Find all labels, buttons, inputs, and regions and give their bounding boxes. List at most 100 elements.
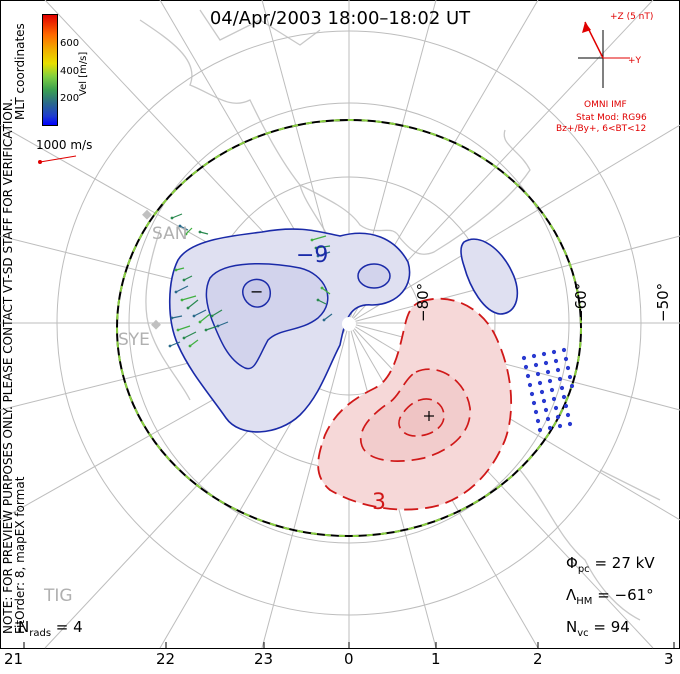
velocity-vector: [521, 355, 527, 361]
velocity-vector: [317, 299, 327, 305]
nrads-value: = 4: [51, 618, 83, 636]
velocity-vector: [567, 421, 573, 427]
velocity-vector: [541, 398, 547, 404]
hour-label-1: 1: [431, 650, 441, 668]
stat-nvc: Nvc = 94: [566, 618, 630, 639]
velocity-vector: [545, 369, 551, 375]
velocity-vector: [533, 409, 539, 415]
velocity-vector: [175, 285, 189, 293]
velocity-vector: [569, 383, 575, 389]
hour-ticks: [23, 642, 675, 648]
velocity-vectors-dawn: [521, 347, 575, 433]
stat-phi-pc: Φpc = 27 kV: [566, 554, 655, 575]
negative-contour-inner: [205, 262, 329, 370]
velocity-vector: [545, 416, 551, 422]
velocity-vector: [541, 351, 547, 357]
velocity-vector: [315, 245, 331, 249]
site-label-tig: TIG: [44, 586, 73, 606]
velocity-vector-origin: [170, 216, 174, 220]
velocity-vector: [543, 407, 549, 413]
lat-label-50: −50°: [654, 282, 672, 322]
velocity-vector: [565, 412, 571, 418]
scale-label: 1000 m/s: [36, 138, 93, 152]
velocity-vector: [527, 382, 533, 388]
velocity-colorbar: [42, 14, 58, 126]
lambda-value: = −61°: [592, 586, 654, 604]
velocity-vector: [183, 331, 197, 339]
hm-boundary-dash: [116, 119, 582, 537]
legend-tick-600: 600: [60, 38, 80, 49]
velocity-vector: [547, 425, 553, 431]
velocity-vector: [177, 325, 191, 331]
nrads-symbol: N: [18, 618, 30, 636]
velocity-vector: [531, 353, 537, 359]
velocity-vector: [179, 225, 189, 231]
nvc-value: = 94: [588, 618, 630, 636]
nvc-symbol: N: [566, 618, 578, 636]
velocity-vector: [539, 389, 545, 395]
velocity-vector: [561, 394, 567, 400]
velocity-vector: [551, 396, 557, 402]
hour-label-3: 3: [664, 650, 674, 668]
velocity-vector-origin: [182, 336, 186, 340]
imf-dial: [578, 21, 630, 88]
velocity-vector-origin: [178, 224, 182, 228]
velocity-vector: [563, 356, 569, 362]
lat-label-80: −80°: [414, 282, 432, 322]
velocity-vector: [557, 423, 563, 429]
velocity-vector-origin: [316, 298, 320, 302]
velocity-vector-origin: [310, 238, 314, 242]
hour-label-0: 0: [344, 650, 354, 668]
fit-order-note: FitOrder: 8, mapEX format: [13, 476, 27, 634]
velocity-vector: [553, 405, 559, 411]
velocity-vector-origin: [198, 320, 202, 324]
negative-contour-core: [242, 278, 271, 308]
positive-contour-core: [398, 398, 445, 437]
velocity-vector: [559, 385, 565, 391]
phi-subscript: pc: [577, 564, 590, 575]
velocity-vector-origin: [176, 328, 180, 332]
potential-min-marker: −: [250, 282, 264, 301]
imf-condition: Bz+/By+, 6<BT<12: [556, 124, 647, 134]
velocity-vector: [183, 275, 193, 281]
velocity-vector: [193, 309, 207, 317]
nrads-subscript: rads: [29, 628, 52, 639]
velocity-vector: [185, 227, 193, 235]
velocity-vector: [311, 235, 327, 241]
velocity-vector: [199, 313, 211, 323]
coastline: [139, 9, 531, 401]
negative-contour-secondary: [357, 263, 391, 289]
velocity-vector-origin: [322, 318, 326, 322]
velocity-vector: [565, 365, 571, 371]
velocity-vector: [323, 313, 333, 321]
nvc-subscript: vc: [577, 628, 589, 639]
velocity-vector: [543, 360, 549, 366]
legend-tick-200: 200: [60, 93, 80, 104]
imf-z-label: +Z (5 nT): [610, 12, 654, 22]
map-title: 04/Apr/2003 18:00–18:02 UT: [209, 8, 471, 29]
scale-vector: [38, 155, 77, 164]
hour-label-2: 2: [533, 650, 543, 668]
velocity-vector-origin: [192, 314, 196, 318]
velocity-vector: [535, 371, 541, 377]
velocity-vector: [553, 358, 559, 364]
legend-unit: Vel [m/s]: [78, 51, 89, 96]
hour-label-22: 22: [156, 650, 176, 668]
negative-contour-label: −9: [296, 243, 329, 268]
velocity-vector: [321, 287, 331, 295]
imf-y-label: +Y: [628, 56, 642, 66]
positive-contour-label: 3: [372, 490, 386, 515]
lat-label-60: −60°: [572, 282, 590, 322]
legend-tick-400: 400: [60, 66, 80, 77]
velocity-vector-origin: [170, 316, 174, 320]
lambda-symbol: Λ: [566, 586, 577, 604]
velocity-vector-origin: [210, 314, 214, 318]
velocity-vector: [557, 376, 563, 382]
velocity-vector: [181, 295, 197, 301]
site-markers: [142, 209, 161, 330]
velocity-vector: [317, 251, 331, 257]
velocity-vector: [537, 427, 543, 433]
lambda-subscript: HM: [576, 596, 593, 607]
velocity-vector-origin: [174, 290, 178, 294]
